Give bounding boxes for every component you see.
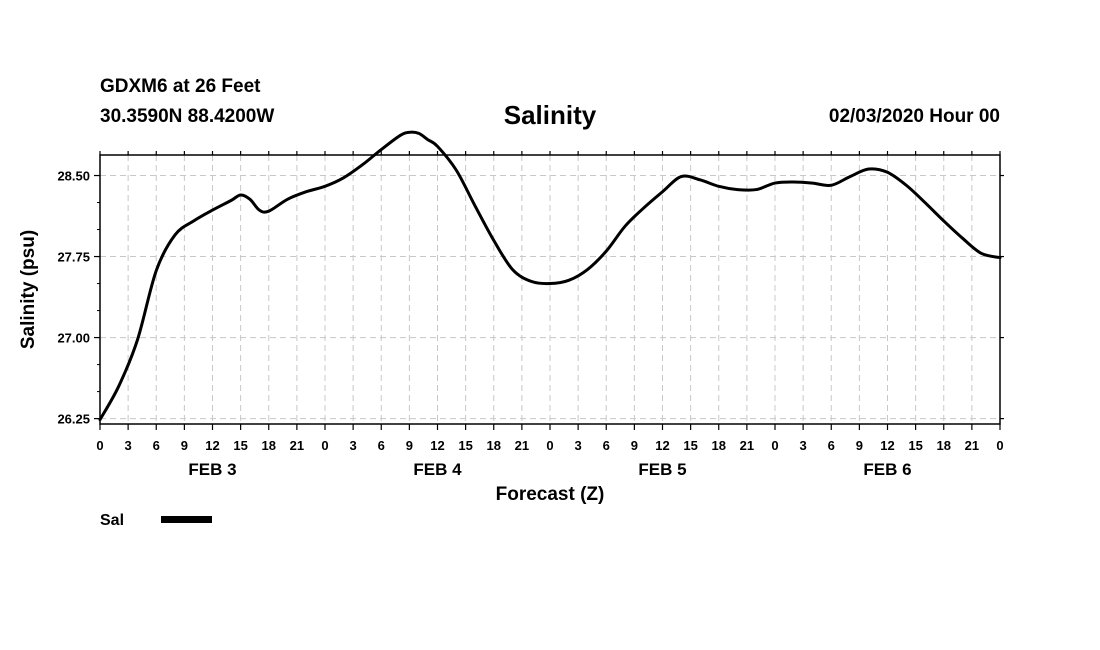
x-tick-label: 12 <box>430 438 444 453</box>
date-label: FEB 6 <box>863 460 911 479</box>
x-tick-label: 6 <box>153 438 160 453</box>
x-tick-label: 3 <box>800 438 807 453</box>
x-tick-label: 0 <box>546 438 553 453</box>
x-tick-label: 15 <box>683 438 697 453</box>
x-tick-label: 18 <box>937 438 951 453</box>
x-tick-label: 3 <box>125 438 132 453</box>
x-tick-label: 6 <box>603 438 610 453</box>
y-tick-label: 28.50 <box>57 169 90 184</box>
y-axis: 26.25 27.00 27.75 28.50 <box>57 169 1004 427</box>
x-tick-label: 18 <box>487 438 501 453</box>
x-tick-label: 9 <box>631 438 638 453</box>
date-label: FEB 3 <box>188 460 236 479</box>
y-tick-label: 27.75 <box>57 250 90 265</box>
x-tick-label: 9 <box>181 438 188 453</box>
chart-title: Salinity <box>503 100 597 130</box>
x-tick-label: 18 <box>262 438 276 453</box>
x-axis-title: Forecast (Z) <box>496 484 605 505</box>
y-tick-label: 27.00 <box>57 331 90 346</box>
y-axis-title: Salinity (psu) <box>18 230 39 349</box>
coordinates-label: 30.3590N 88.4200W <box>100 106 275 127</box>
x-tick-label: 9 <box>856 438 863 453</box>
x-tick-label: 9 <box>406 438 413 453</box>
x-tick-label: 18 <box>712 438 726 453</box>
station-label: GDXM6 at 26 Feet <box>100 76 261 97</box>
date-label: FEB 5 <box>638 460 686 479</box>
x-tick-label: 3 <box>575 438 582 453</box>
x-tick-label: 21 <box>740 438 754 453</box>
x-tick-label: 12 <box>880 438 894 453</box>
y-tick-label: 26.25 <box>57 412 90 427</box>
x-tick-label: 12 <box>655 438 669 453</box>
forecast-date-label: 02/03/2020 Hour 00 <box>828 106 1000 127</box>
date-label: FEB 4 <box>413 460 462 479</box>
x-tick-label: 12 <box>205 438 219 453</box>
legend: Sal <box>100 512 212 529</box>
x-tick-label: 21 <box>290 438 304 453</box>
x-tick-label: 3 <box>350 438 357 453</box>
grid-lines <box>100 155 1000 424</box>
x-tick-label: 15 <box>908 438 922 453</box>
series-line-sal <box>98 130 1002 422</box>
x-tick-label: 15 <box>458 438 472 453</box>
x-tick-label: 0 <box>96 438 103 453</box>
x-tick-label: 6 <box>378 438 385 453</box>
series-layer <box>98 130 1002 422</box>
x-tick-label: 21 <box>515 438 529 453</box>
x-tick-label: 6 <box>828 438 835 453</box>
x-tick-label: 15 <box>233 438 247 453</box>
legend-swatch <box>161 516 212 523</box>
x-tick-label: 0 <box>996 438 1003 453</box>
x-axis: 0 3 6 9 12 15 18 21 0 3 6 9 12 15 18 21 0 3 6 9 12 15 18 21 0 3 6 9… <box>96 151 1004 479</box>
legend-label: Sal <box>100 512 124 529</box>
x-tick-label: 0 <box>771 438 778 453</box>
x-tick-label: 21 <box>965 438 979 453</box>
x-tick-label: 0 <box>321 438 328 453</box>
